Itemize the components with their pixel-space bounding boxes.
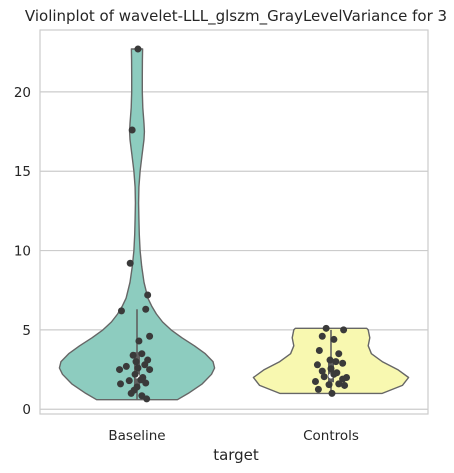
point-baseline-12	[141, 361, 149, 369]
point-controls-0	[322, 324, 330, 332]
y-tick-label-15: 15	[14, 164, 31, 180]
point-baseline-17	[131, 370, 139, 378]
point-controls-3	[330, 335, 338, 343]
point-baseline-8	[129, 351, 137, 359]
point-controls-5	[335, 350, 343, 358]
point-baseline-11	[132, 358, 140, 366]
point-controls-4	[315, 347, 323, 355]
point-baseline-13	[122, 362, 130, 370]
y-tick-label-10: 10	[14, 244, 31, 260]
point-controls-20	[341, 381, 349, 389]
y-tick-label-20: 20	[14, 85, 31, 101]
point-baseline-16	[146, 366, 154, 374]
point-controls-9	[339, 359, 347, 367]
plot-frame	[39, 29, 429, 415]
point-controls-16	[339, 375, 347, 383]
point-controls-2	[318, 332, 326, 340]
point-controls-18	[335, 380, 343, 388]
point-baseline-15	[116, 366, 124, 374]
point-controls-8	[313, 361, 321, 369]
point-controls-6	[326, 356, 334, 364]
point-baseline-14	[134, 364, 142, 372]
point-baseline-0	[134, 45, 142, 53]
point-baseline-21	[117, 380, 125, 388]
point-baseline-4	[117, 307, 125, 315]
point-controls-14	[320, 373, 328, 381]
point-baseline-6	[146, 332, 154, 340]
x-tick-label-controls: Controls	[303, 428, 359, 444]
point-baseline-1	[128, 126, 136, 134]
x-tick-label-baseline: Baseline	[108, 428, 165, 444]
point-baseline-7	[135, 337, 143, 345]
point-baseline-22	[142, 379, 150, 387]
point-baseline-27	[143, 395, 151, 403]
point-baseline-9	[138, 350, 146, 358]
point-baseline-25	[127, 389, 135, 397]
point-baseline-3	[144, 291, 152, 299]
y-tick-label-5: 5	[22, 323, 31, 339]
point-baseline-5	[142, 305, 150, 313]
data-points	[116, 45, 351, 403]
point-controls-22	[328, 389, 336, 397]
x-tick-labels: Baseline Controls	[108, 428, 359, 444]
point-baseline-2	[126, 259, 134, 267]
point-controls-17	[311, 377, 319, 385]
y-tick-labels: 0 5 10 15 20	[14, 85, 31, 418]
point-controls-19	[325, 381, 333, 389]
violin-baseline	[58, 48, 216, 401]
point-controls-7	[332, 358, 340, 366]
point-controls-21	[314, 385, 322, 393]
chart-title: Violinplot of wavelet-LLL_glszm_GrayLeve…	[25, 7, 447, 26]
y-tick-label-0: 0	[22, 402, 31, 418]
point-controls-13	[330, 370, 338, 378]
violins	[58, 48, 410, 401]
point-controls-10	[327, 365, 335, 373]
point-controls-11	[318, 367, 326, 375]
point-baseline-20	[125, 377, 133, 385]
x-axis-label: target	[213, 446, 259, 464]
point-controls-1	[340, 326, 348, 334]
